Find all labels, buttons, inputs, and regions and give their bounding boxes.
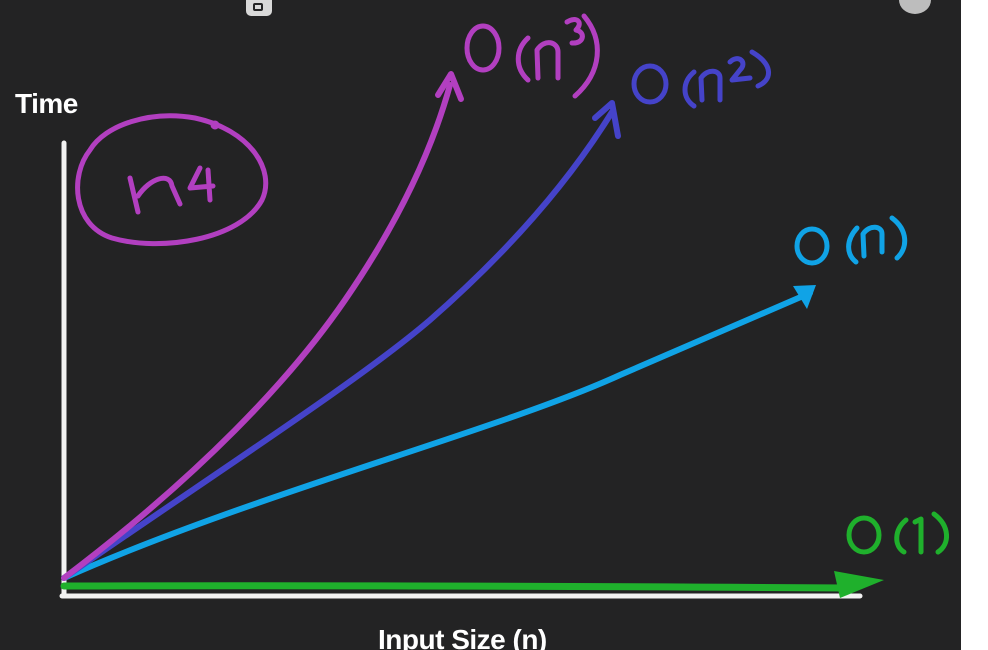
settings-button[interactable]: [899, 0, 931, 14]
curve-on: [61, 290, 813, 581]
label-o1: [846, 511, 949, 555]
y-axis-label: Time: [15, 88, 78, 119]
window-control-button[interactable]: [246, 0, 272, 16]
curve-on2-arrowhead: [592, 100, 621, 139]
curve-o1-arrowhead: [834, 571, 884, 598]
window-icon: [253, 3, 263, 11]
label-on: [794, 215, 908, 266]
curve-on-arrowhead: [793, 285, 816, 309]
curve-on3: [61, 82, 453, 581]
x-axis-label: Input Size (n): [378, 624, 547, 650]
curve-on2: [61, 109, 615, 581]
curve-o1: [60, 582, 852, 592]
curve-on3-arrowhead: [435, 71, 464, 102]
annotation-n4: [75, 113, 269, 247]
label-on2: [631, 49, 771, 109]
label-on3: [464, 13, 600, 99]
right-border: [961, 0, 988, 650]
